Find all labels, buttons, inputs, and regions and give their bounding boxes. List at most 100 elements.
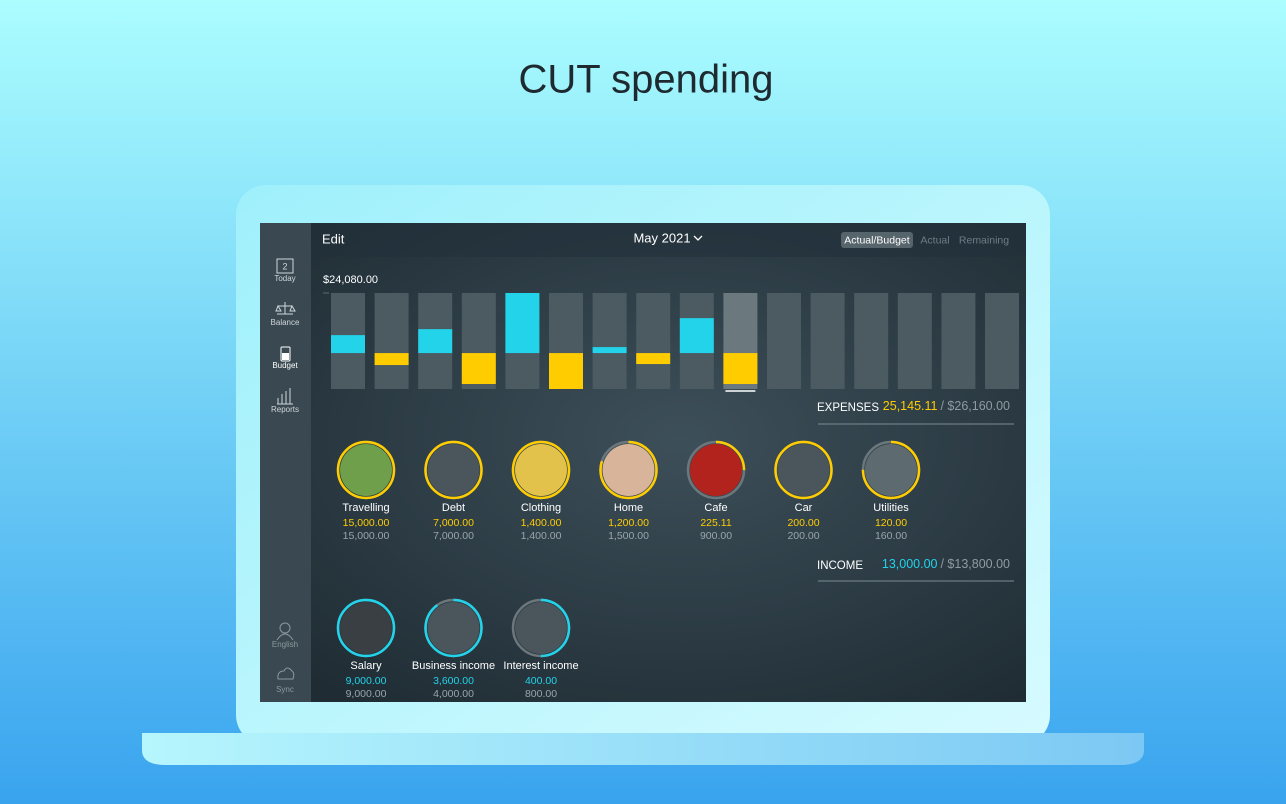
column-bg[interactable] xyxy=(854,293,889,389)
category-budget: 4,000.00 xyxy=(433,688,474,700)
tab-selected-bg xyxy=(841,232,913,248)
category-name[interactable]: Business income xyxy=(412,660,495,672)
column-bg[interactable] xyxy=(767,293,801,389)
progress-ring xyxy=(336,440,396,500)
column-bg[interactable] xyxy=(810,293,845,389)
category-actual: 3,600.00 xyxy=(433,675,474,687)
income-total: 13,000.00/ $13,800.00 xyxy=(882,557,1010,571)
bar xyxy=(592,347,627,354)
sidebar-label[interactable]: Today xyxy=(274,274,295,283)
category-icon[interactable] xyxy=(427,602,480,654)
progress-ring xyxy=(424,598,483,658)
edit-button[interactable]: Edit xyxy=(322,231,345,246)
y-tick-label: $24,080.00 xyxy=(323,274,378,286)
category-name[interactable]: Car xyxy=(795,502,813,514)
sidebar-labels: Today Balance Budget Reports English Sync xyxy=(271,274,300,694)
category-name[interactable]: Interest income xyxy=(503,660,578,672)
expenses-total: 25,145.11/ $26,160.00 xyxy=(883,399,1010,413)
column-bg[interactable] xyxy=(374,293,409,389)
sidebar-label[interactable]: Sync xyxy=(276,685,294,694)
category-budget: 160.00 xyxy=(875,530,907,542)
category-name[interactable]: Clothing xyxy=(521,502,561,514)
progress-ring xyxy=(424,440,483,500)
category-icon[interactable] xyxy=(515,444,567,496)
bar xyxy=(331,335,365,354)
bar xyxy=(461,353,496,385)
sync-icon[interactable] xyxy=(277,667,295,680)
tab[interactable]: Remaining xyxy=(959,234,1009,246)
bar xyxy=(418,329,453,354)
column-bg[interactable] xyxy=(941,293,976,389)
category-actual: 1,400.00 xyxy=(521,517,562,529)
category-icon[interactable] xyxy=(340,444,392,496)
bar xyxy=(723,353,758,385)
progress-ring xyxy=(599,440,658,500)
category-name[interactable]: Debt xyxy=(442,502,465,514)
progress-ring xyxy=(686,440,746,500)
category-budget: 200.00 xyxy=(787,530,819,542)
english-icon-body xyxy=(276,633,294,641)
category-actual: 9,000.00 xyxy=(346,675,387,687)
month-selector[interactable]: May 2021 xyxy=(633,230,690,245)
category-budget: 15,000.00 xyxy=(343,530,390,542)
category-icon[interactable] xyxy=(515,602,567,654)
expenses-actual: 25,145.11 xyxy=(883,399,938,413)
category-actual: 15,000.00 xyxy=(343,517,390,529)
category-icon[interactable] xyxy=(690,444,742,496)
category-actual: 120.00 xyxy=(875,517,907,529)
balance-icon[interactable] xyxy=(275,302,296,315)
category-budget: 900.00 xyxy=(700,530,732,542)
expenses-budget: / $26,160.00 xyxy=(940,399,1010,413)
category-name[interactable]: Salary xyxy=(350,660,382,672)
progress-ring xyxy=(336,598,396,658)
column-bg[interactable] xyxy=(985,293,1019,389)
category-name[interactable]: Cafe xyxy=(704,502,727,514)
income-actual: 13,000.00 xyxy=(882,557,938,571)
sidebar xyxy=(260,223,311,702)
headline: CUT spending xyxy=(519,58,774,102)
bar xyxy=(505,293,540,354)
tab[interactable]: Actual/Budget xyxy=(844,234,909,246)
sidebar-label[interactable]: Reports xyxy=(271,405,299,414)
progress-ring xyxy=(511,440,571,500)
category-icon[interactable] xyxy=(777,444,830,496)
bar xyxy=(549,353,583,389)
column-bg[interactable] xyxy=(897,293,932,389)
category-name[interactable]: Home xyxy=(614,502,643,514)
column-bg[interactable] xyxy=(592,293,627,389)
expenses-label: EXPENSES xyxy=(817,402,879,414)
chart: $24,080.00 xyxy=(323,274,1019,392)
category-icon[interactable] xyxy=(340,602,392,654)
income-label: INCOME xyxy=(817,560,863,572)
today-day: 2 xyxy=(282,261,287,271)
category-actual: 200.00 xyxy=(787,517,819,529)
sidebar-label[interactable]: Balance xyxy=(271,318,300,327)
column-bg[interactable] xyxy=(636,293,671,389)
category-budget: 9,000.00 xyxy=(346,688,387,700)
reports-icon[interactable] xyxy=(277,388,293,405)
category-name[interactable]: Utilities xyxy=(873,502,909,514)
budget-icon[interactable] xyxy=(280,346,291,362)
bar xyxy=(636,353,671,365)
category-icon[interactable] xyxy=(427,444,480,496)
category-budget: 7,000.00 xyxy=(433,530,474,542)
today-icon[interactable] xyxy=(276,258,294,274)
category-budget: 1,400.00 xyxy=(521,530,562,542)
sidebar-label[interactable]: Budget xyxy=(272,361,298,370)
category-icon[interactable] xyxy=(602,444,655,496)
english-icon[interactable] xyxy=(279,622,291,634)
tab[interactable]: Actual xyxy=(920,234,949,246)
sidebar-label[interactable]: English xyxy=(272,640,298,649)
category-actual: 7,000.00 xyxy=(433,517,474,529)
category-name[interactable]: Travelling xyxy=(342,502,389,514)
progress-ring xyxy=(511,598,571,658)
category-icon[interactable] xyxy=(865,444,917,496)
bar xyxy=(679,318,714,354)
month-chevron[interactable] xyxy=(693,235,703,241)
laptop-base xyxy=(142,733,1144,765)
category-actual: 225.11 xyxy=(700,517,731,529)
category-budget: 800.00 xyxy=(525,688,557,700)
